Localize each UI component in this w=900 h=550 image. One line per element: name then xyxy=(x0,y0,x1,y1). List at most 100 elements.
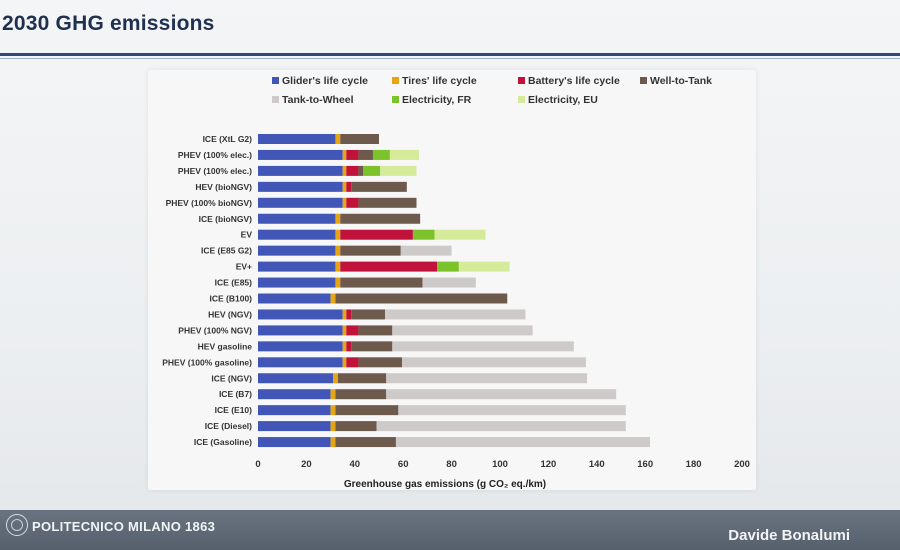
university-seal-icon xyxy=(6,514,28,536)
legend-label: Glider's life cycle xyxy=(282,75,368,87)
legend-swatch xyxy=(518,77,525,84)
bar-segment xyxy=(258,357,343,368)
author-name: Davide Bonalumi xyxy=(728,527,850,544)
bar-segment xyxy=(337,373,387,384)
bar-segment xyxy=(346,197,359,208)
bar-segment xyxy=(340,213,421,224)
x-tick-label: 80 xyxy=(446,459,457,470)
category-label: PHEV (100% elec.) xyxy=(178,166,252,176)
category-label: HEV (bioNGV) xyxy=(195,182,252,192)
bar-segment xyxy=(346,181,352,192)
bar-segment xyxy=(458,261,510,272)
bar-segment xyxy=(386,373,588,384)
bar-segment xyxy=(258,341,343,352)
bar-segment xyxy=(333,373,338,384)
category-label: PHEV (100% gasoline) xyxy=(162,357,252,367)
legend-swatch xyxy=(392,96,399,103)
bar-segment xyxy=(335,293,508,304)
bar-segment xyxy=(351,181,407,192)
bar-segment xyxy=(340,229,413,240)
bar-segment xyxy=(346,165,359,176)
category-label: ICE (B100) xyxy=(209,294,252,304)
category-label: ICE (XtL G2) xyxy=(203,134,253,144)
bar-segment xyxy=(258,229,336,240)
bar-segment xyxy=(342,149,347,160)
x-tick-label: 160 xyxy=(637,459,653,470)
bar-segment xyxy=(258,373,334,384)
x-tick-label: 60 xyxy=(398,459,409,470)
legend-swatch xyxy=(272,96,279,103)
bar-segment xyxy=(437,261,459,272)
category-label: ICE (Diesel) xyxy=(205,421,252,431)
bar-segment xyxy=(258,389,331,400)
bar-segment xyxy=(412,229,435,240)
bar-segment xyxy=(342,341,347,352)
legend-swatch xyxy=(392,77,399,84)
bar-segment xyxy=(401,357,586,368)
bar-segment xyxy=(258,405,331,416)
bar-segment xyxy=(335,245,341,256)
bar-segment xyxy=(363,165,381,176)
bar-segment xyxy=(335,213,341,224)
bar-segment xyxy=(258,134,336,144)
legend-swatch xyxy=(640,77,647,84)
legend-swatch xyxy=(518,96,525,103)
bar-segment xyxy=(258,309,343,320)
category-label: ICE (E85) xyxy=(215,278,252,288)
x-tick-label: 140 xyxy=(589,459,605,470)
title-underline-thin xyxy=(0,58,900,59)
bar-segment xyxy=(330,293,336,304)
x-tick-label: 100 xyxy=(492,459,508,470)
bar-segment xyxy=(342,165,347,176)
bar-segment xyxy=(392,325,533,336)
bar-segment xyxy=(258,437,331,448)
x-tick-label: 180 xyxy=(686,459,702,470)
legend-label: Electricity, EU xyxy=(528,94,598,106)
bar-segment xyxy=(330,437,336,448)
bar-segment xyxy=(434,229,486,240)
bar-segment xyxy=(376,421,626,432)
x-axis-title: Greenhouse gas emissions (g CO₂ eq./km) xyxy=(344,479,546,490)
category-label: HEV (NGV) xyxy=(208,309,252,319)
bar-segment xyxy=(340,245,401,256)
x-tick-label: 200 xyxy=(734,459,750,470)
bar-segment xyxy=(372,149,390,160)
legend-label: Electricity, FR xyxy=(402,94,472,106)
bar-segment xyxy=(395,437,651,448)
bar-segment xyxy=(335,134,341,144)
bar-segment xyxy=(398,405,626,416)
bar-segment xyxy=(385,309,526,320)
legend-label: Tank-to-Wheel xyxy=(282,94,354,106)
bar-segment xyxy=(358,149,373,160)
bar-segment xyxy=(346,309,352,320)
bar-segment xyxy=(346,149,359,160)
bar-segment xyxy=(335,229,341,240)
bar-segment xyxy=(346,357,359,368)
legend-label: Tires' life cycle xyxy=(402,75,477,87)
bar-segment xyxy=(258,197,343,208)
legend-swatch xyxy=(272,77,279,84)
bar-segment xyxy=(258,245,336,256)
category-label: EV+ xyxy=(236,262,252,272)
bar-segment xyxy=(340,277,423,288)
category-label: PHEV (100% NGV) xyxy=(178,325,252,335)
bar-segment xyxy=(342,197,347,208)
bar-segment xyxy=(335,261,341,272)
bar-segment xyxy=(258,165,343,176)
bar-segment xyxy=(330,421,336,432)
category-label: PHEV (100% elec.) xyxy=(178,150,252,160)
category-label: PHEV (100% bioNGV) xyxy=(166,198,253,208)
bar-segment xyxy=(258,149,343,160)
bar-segment xyxy=(342,325,347,336)
bar-segment xyxy=(386,389,617,400)
bar-segment xyxy=(258,277,336,288)
bar-segment xyxy=(335,437,396,448)
bar-segment xyxy=(258,325,343,336)
footer-bar xyxy=(0,510,900,550)
x-tick-label: 40 xyxy=(350,459,361,470)
bar-segment xyxy=(258,293,331,304)
bar-segment xyxy=(342,309,347,320)
legend-label: Well-to-Tank xyxy=(650,75,712,87)
bar-segment xyxy=(346,325,359,336)
